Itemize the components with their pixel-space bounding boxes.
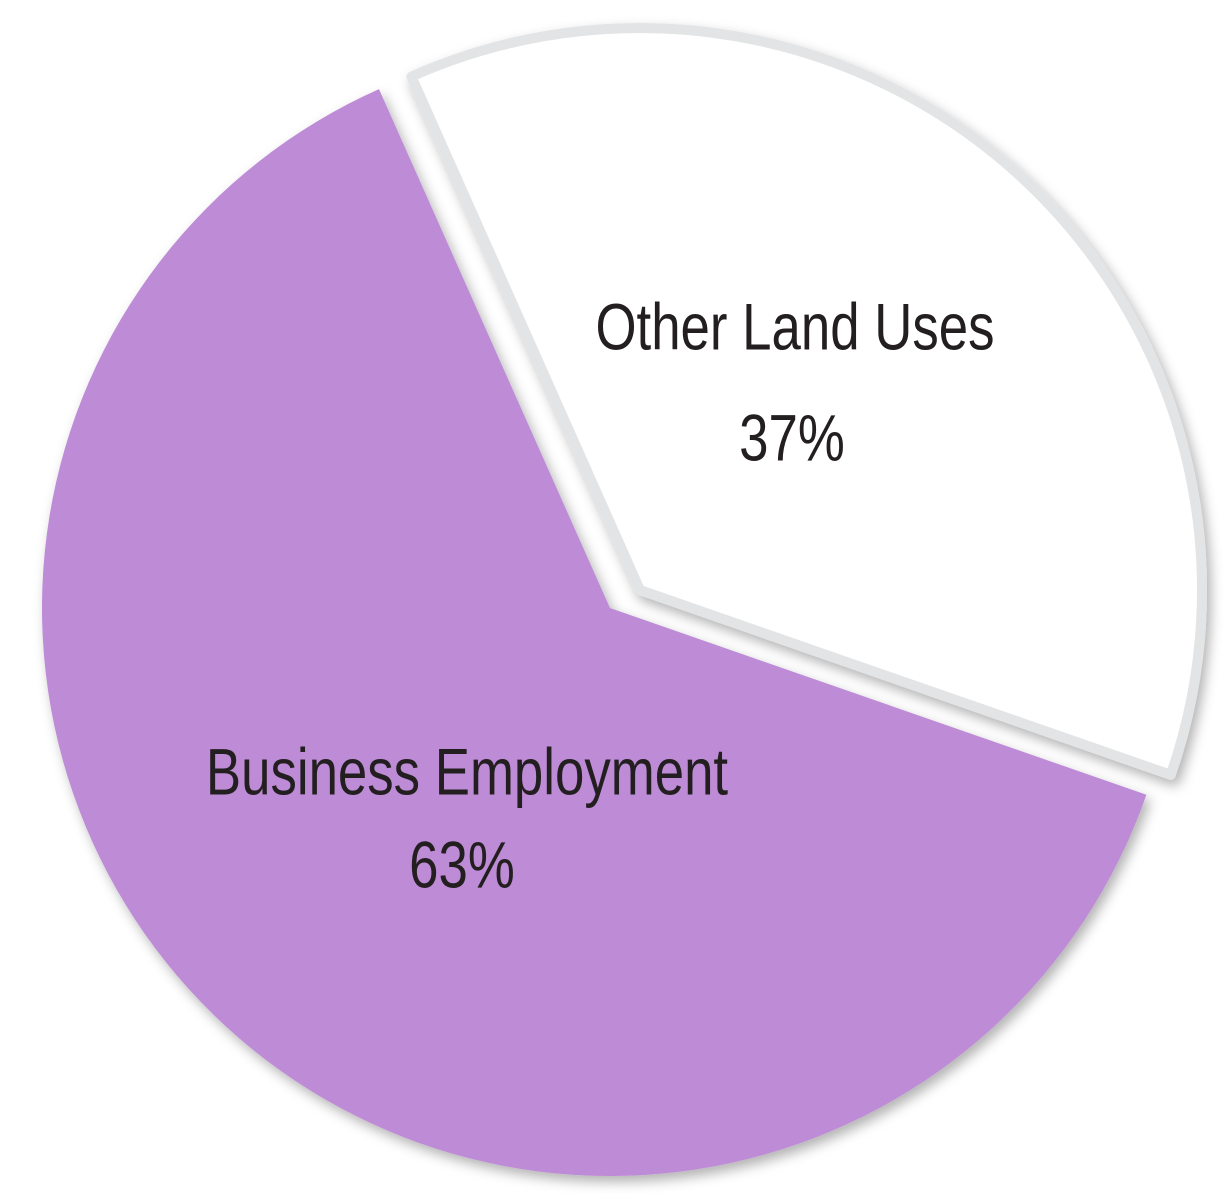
labels: Other Land Uses 37% Business Employment 63% (206, 290, 995, 902)
slice-label-group: Other Land Uses (595, 290, 994, 364)
slice-value-label: 63% (409, 828, 515, 902)
slice-value-group: 37% (739, 401, 845, 475)
pie-slice (42, 89, 1147, 1176)
slice-label-group: Business Employment (206, 735, 729, 809)
slice-value-label: 37% (739, 401, 845, 475)
slice-label: Business Employment (206, 735, 729, 809)
pie (42, 23, 1207, 1176)
slice-label: Other Land Uses (595, 290, 994, 364)
pie-slice (406, 23, 1207, 780)
slice-value-group: 63% (409, 828, 515, 902)
